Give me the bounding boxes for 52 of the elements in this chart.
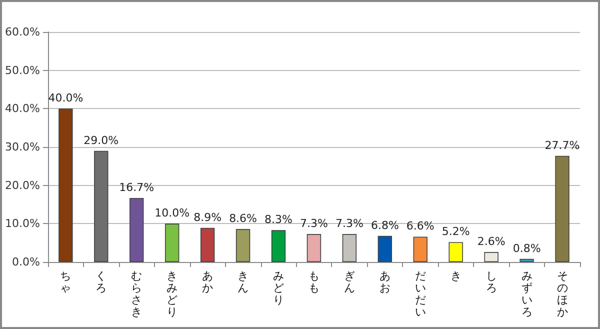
x-tick-label: みずいろ	[521, 270, 532, 318]
x-tick-label: もも	[308, 270, 320, 294]
data-label: 7.3%	[300, 217, 328, 230]
data-label: 8.3%	[264, 213, 292, 226]
x-tick-label: みどり	[273, 270, 284, 306]
x-tick-label: あお	[379, 270, 390, 294]
data-label: 16.7%	[119, 180, 154, 194]
bar	[236, 229, 250, 262]
y-tick-label: 0.0%	[12, 256, 40, 268]
x-tick-label: くろ	[96, 270, 107, 294]
data-label: 6.6%	[406, 220, 434, 233]
bar	[58, 108, 73, 262]
x-tick-label: ちゃ	[60, 270, 72, 294]
data-label: 7.3%	[335, 217, 364, 230]
bar	[342, 234, 357, 262]
x-tick-label: あか	[202, 270, 214, 294]
data-label: 40.0%	[48, 92, 84, 105]
bar	[306, 234, 322, 262]
y-tick-label: 40.0%	[4, 102, 40, 116]
data-label: 2.6%	[477, 235, 506, 248]
bar	[520, 258, 534, 262]
bar	[271, 230, 286, 262]
x-tick-label: ぎん	[344, 270, 355, 294]
bar	[200, 228, 215, 262]
bar	[130, 198, 144, 262]
y-tick-label: 20.0%	[4, 178, 40, 192]
data-label: 5.2%	[442, 225, 470, 238]
x-tick-label: きみどり	[166, 270, 178, 318]
x-tick-label: き	[450, 270, 462, 282]
bar	[378, 236, 392, 262]
x-tick-label: しろ	[486, 270, 497, 294]
y-tick-label: 30.0%	[4, 140, 40, 154]
data-label: 8.9%	[194, 210, 222, 224]
x-tick-label: むらさき	[131, 270, 142, 318]
y-tick-label: 10.0%	[4, 217, 40, 230]
data-label: 10.0%	[154, 206, 190, 220]
data-label: 29.0%	[84, 134, 119, 147]
bar	[94, 150, 108, 262]
data-label: 27.7%	[544, 138, 580, 152]
bar	[448, 242, 463, 262]
bar	[484, 252, 498, 262]
bar	[164, 224, 180, 262]
bar	[413, 236, 428, 262]
y-tick-label: 50.0%	[4, 64, 40, 77]
bar	[555, 156, 570, 262]
data-label: 0.8%	[512, 242, 541, 255]
x-tick-label: だいだい	[414, 270, 426, 318]
x-tick-label: きん	[238, 270, 249, 294]
y-tick-label: 60.0%	[4, 26, 40, 38]
x-tick-label: そのほか	[556, 270, 568, 318]
data-label: 8.6%	[229, 212, 258, 226]
data-label: 6.8%	[370, 218, 399, 232]
